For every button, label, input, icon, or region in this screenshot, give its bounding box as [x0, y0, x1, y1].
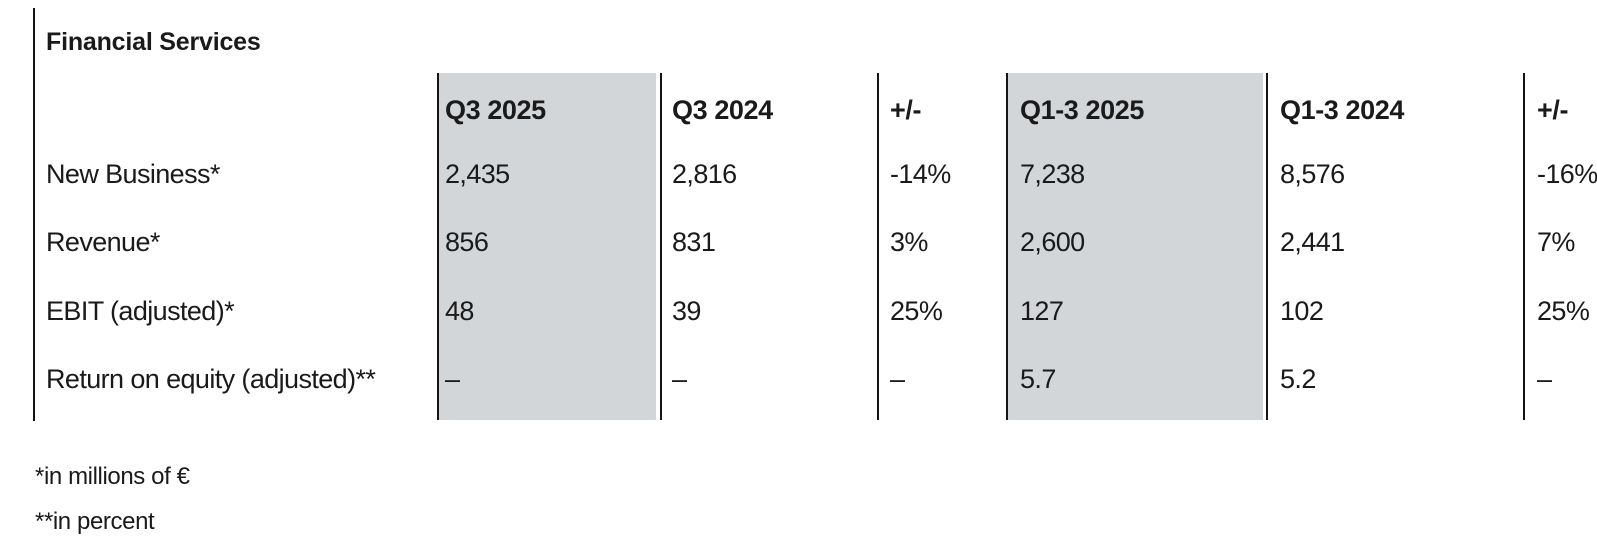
column-header-change-q1-3: +/- — [1537, 95, 1569, 125]
row-label-new-business: New Business* — [46, 159, 220, 189]
table-cell: – — [672, 364, 687, 394]
table-cell: 2,816 — [672, 159, 737, 189]
table-cell: 48 — [445, 296, 474, 326]
table-cell: – — [890, 364, 905, 394]
table-cell: 25% — [890, 296, 943, 326]
table-cell: – — [1537, 364, 1552, 394]
table-cell: -16% — [1537, 159, 1597, 189]
table-cell: 5.2 — [1280, 364, 1316, 394]
table-cell: 102 — [1280, 296, 1324, 326]
row-labels-column: New Business* Revenue* EBIT (adjusted)* … — [46, 73, 431, 420]
row-label-revenue: Revenue* — [46, 227, 160, 257]
table-cell: 5.7 — [1020, 364, 1056, 394]
table-cell: 7,238 — [1020, 159, 1085, 189]
footnote-percent: **in percent — [35, 508, 155, 535]
table-cell: 831 — [672, 227, 716, 257]
left-border-rule — [33, 8, 35, 421]
column-q1-3-2025: Q1-3 2025 7,238 2,600 127 5.7 — [1006, 73, 1263, 420]
column-header-change-q3: +/- — [890, 95, 922, 125]
page-title: Financial Services — [46, 28, 261, 56]
column-change-q3: +/- -14% 3% 25% – — [877, 73, 1004, 420]
column-header-q3-2024: Q3 2024 — [672, 95, 773, 125]
column-q3-2024: Q3 2024 2,816 831 39 – — [660, 73, 875, 420]
footnote-millions: *in millions of € — [35, 463, 190, 490]
table-cell: 2,441 — [1280, 227, 1345, 257]
column-header-q3-2025: Q3 2025 — [445, 95, 546, 125]
table-cell: 8,576 — [1280, 159, 1345, 189]
table-cell: 856 — [445, 227, 489, 257]
column-header-q1-3-2025: Q1-3 2025 — [1020, 95, 1144, 125]
table-cell: 127 — [1020, 296, 1064, 326]
table-cell: – — [445, 364, 460, 394]
table-cell: 3% — [890, 227, 928, 257]
table-cell: 25% — [1537, 296, 1590, 326]
column-q1-3-2024: Q1-3 2024 8,576 2,441 102 5.2 — [1266, 73, 1521, 420]
column-change-q1-3: +/- -16% 7% 25% – — [1523, 73, 1597, 420]
table-cell: -14% — [890, 159, 951, 189]
table-cell: 2,600 — [1020, 227, 1085, 257]
table-cell: 2,435 — [445, 159, 510, 189]
row-label-return-on-equity: Return on equity (adjusted)** — [46, 364, 376, 394]
table-cell: 7% — [1537, 227, 1575, 257]
table-cell: 39 — [672, 296, 701, 326]
column-header-q1-3-2024: Q1-3 2024 — [1280, 95, 1404, 125]
column-q3-2025: Q3 2025 2,435 856 48 – — [437, 73, 656, 420]
row-label-ebit-adjusted: EBIT (adjusted)* — [46, 296, 235, 326]
